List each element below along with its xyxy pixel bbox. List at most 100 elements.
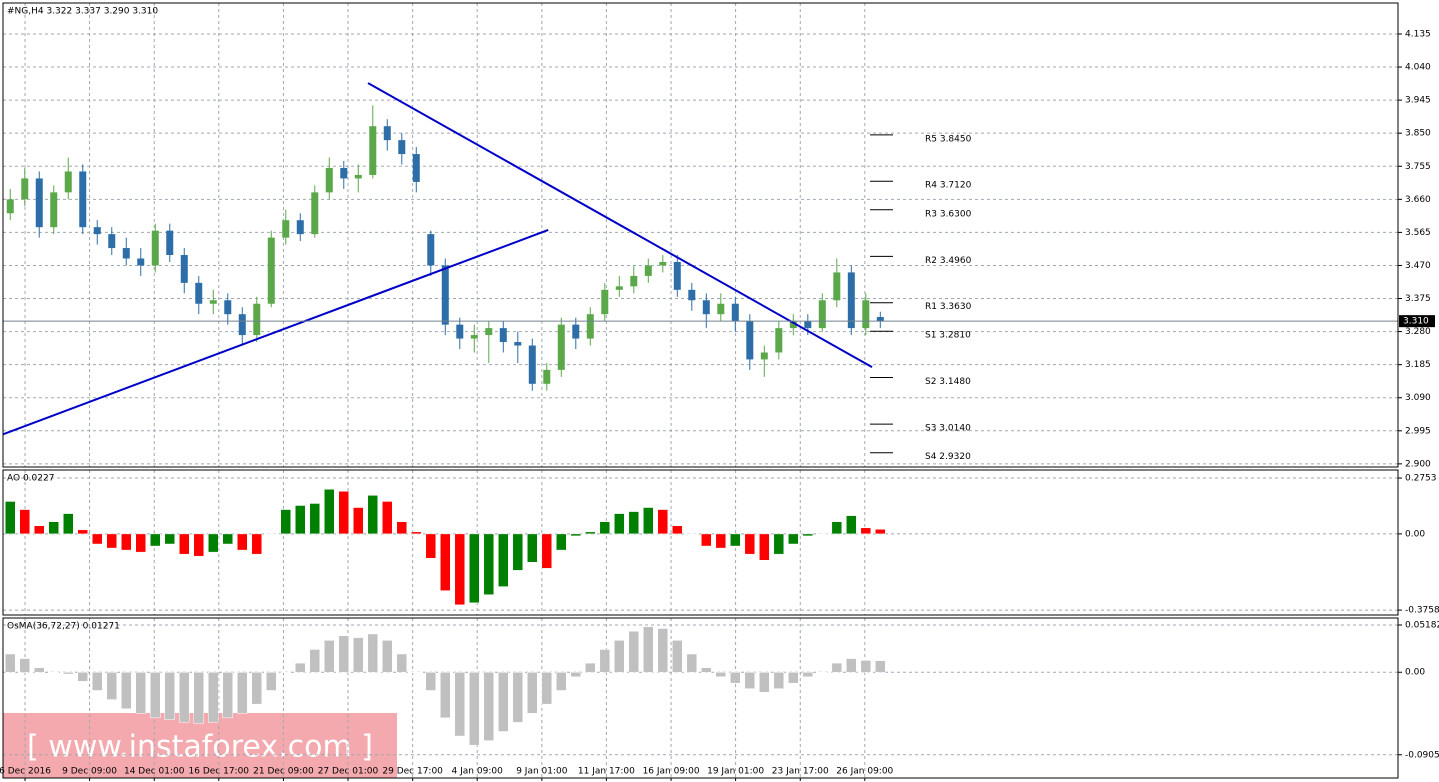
bar — [338, 635, 350, 673]
x-tick-label: 9 Jan 01:00 — [516, 767, 568, 777]
candle-body — [876, 316, 884, 322]
candle-body — [615, 286, 623, 290]
bar — [556, 671, 567, 691]
bar — [773, 671, 785, 689]
panel-frame — [2, 2, 1399, 468]
bar — [657, 509, 669, 535]
candle-body — [644, 265, 652, 276]
candle-body — [804, 321, 812, 329]
panel-frame — [2, 469, 1399, 616]
bar — [875, 529, 886, 535]
panel-title: AO 0.0227 — [7, 474, 54, 484]
bar — [121, 671, 132, 709]
y-tick-label: 3.280 — [1405, 327, 1431, 337]
bar — [309, 649, 321, 673]
y-tick-label: 0.2753 — [1405, 474, 1437, 484]
bar — [251, 671, 263, 705]
watermark-box — [3, 713, 397, 778]
candle-body — [514, 342, 522, 346]
bar — [570, 671, 582, 678]
candle-body — [253, 303, 261, 336]
bar — [599, 649, 611, 673]
bar — [686, 653, 698, 673]
bar — [179, 671, 190, 723]
last-price-box — [1399, 315, 1435, 328]
x-tick-label: 11 Jan 17:00 — [578, 767, 635, 777]
bar — [744, 533, 756, 555]
bar — [237, 533, 248, 551]
candle-body — [601, 289, 609, 315]
bar — [715, 671, 727, 678]
y-tick-label: 2.995 — [1405, 426, 1431, 436]
bar — [657, 628, 669, 673]
panel: 0.2753 0.00 -0.3758 AO 0.0227 — [2, 469, 1439, 616]
bar — [643, 507, 654, 535]
bar — [77, 529, 89, 535]
y-tick-label: 3.565 — [1405, 228, 1431, 238]
y-tick-label: 2.900 — [1405, 459, 1431, 469]
x-tick-label: 27 Dec 01:00 — [318, 767, 379, 777]
x-tick-label: 6 Dec 2016 — [0, 767, 51, 777]
candle-body — [731, 303, 739, 322]
x-tick-label: 23 Jan 17:00 — [772, 767, 829, 777]
bar — [672, 640, 683, 673]
bar — [672, 525, 683, 535]
bar — [599, 521, 611, 535]
bar — [280, 509, 292, 535]
bar — [469, 671, 480, 746]
candle-body — [499, 328, 507, 343]
candle-body — [122, 248, 130, 259]
candle-body — [586, 314, 594, 339]
bar — [135, 533, 147, 553]
x-tick-label: 16 Dec 17:00 — [189, 767, 250, 777]
bar — [802, 671, 814, 678]
bar — [715, 533, 727, 549]
pivot-label: R1 3.3630 — [925, 302, 972, 312]
y-tick-label: 3.755 — [1405, 162, 1431, 172]
bar — [788, 533, 799, 545]
bar — [411, 671, 422, 673]
bar — [295, 505, 306, 535]
bar — [251, 533, 263, 555]
bar — [135, 671, 147, 714]
x-tick-label: 26 Jan 09:00 — [836, 767, 893, 777]
y-tick-label: -0.3758 — [1405, 606, 1439, 616]
candle-body — [673, 261, 681, 290]
bar — [614, 513, 625, 535]
candle-body — [470, 335, 478, 339]
pivot-label: S1 3.2810 — [925, 331, 971, 341]
pivot-label: S2 3.1480 — [925, 377, 971, 387]
bar — [744, 671, 756, 689]
bar — [382, 640, 393, 673]
bar — [34, 667, 45, 673]
bar — [846, 658, 857, 673]
bar — [628, 511, 640, 535]
y-tick-label: 0.05182 — [1405, 621, 1439, 631]
y-tick-label: 3.090 — [1405, 393, 1431, 403]
candle-body — [35, 178, 43, 228]
y-tick-label: 4.040 — [1405, 63, 1431, 73]
bar — [353, 507, 364, 535]
candle-body — [847, 272, 855, 329]
bar — [773, 533, 785, 555]
x-tick-label: 19 Jan 01:00 — [707, 767, 764, 777]
bar — [759, 533, 770, 561]
bar — [266, 533, 277, 535]
bar — [425, 533, 437, 559]
bar — [208, 671, 219, 723]
last-price-label: 3.310 — [1403, 317, 1429, 327]
bar — [92, 533, 103, 545]
bar — [454, 533, 466, 606]
candle-body — [209, 300, 217, 304]
y-tick-label: 3.375 — [1405, 294, 1431, 304]
y-tick-label: 3.470 — [1405, 261, 1431, 271]
bar — [527, 533, 538, 563]
bar — [63, 671, 74, 675]
panel-frame — [2, 617, 1399, 779]
candle-body — [369, 126, 377, 175]
y-tick-label: 0.00 — [1405, 668, 1425, 678]
bar — [280, 671, 292, 673]
bar — [759, 671, 770, 693]
bar — [425, 671, 437, 691]
